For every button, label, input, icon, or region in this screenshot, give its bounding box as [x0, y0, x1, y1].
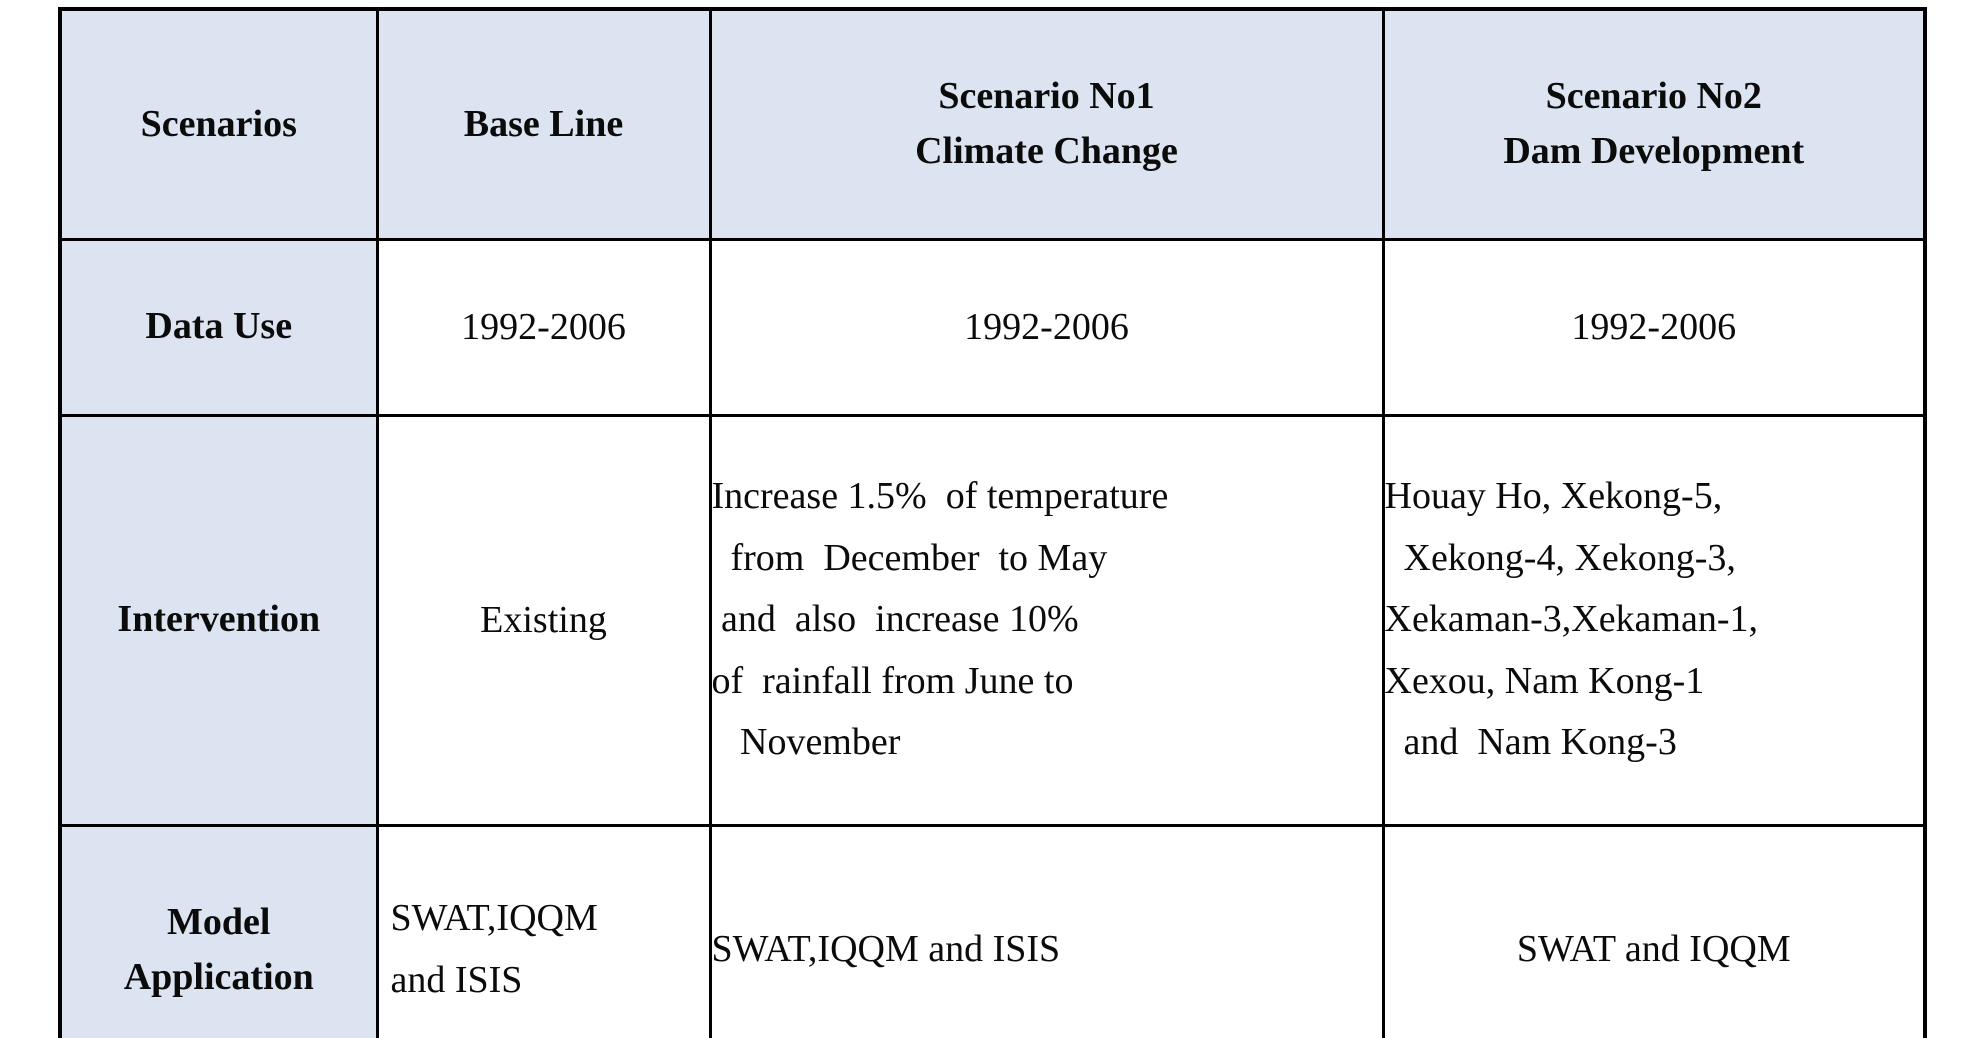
header-cell-base-line: Base Line	[375, 7, 712, 241]
table-row-model-application: Model Application SWAT,IQQM and ISIS SWA…	[58, 823, 1927, 1038]
row-label-intervention: Intervention	[58, 413, 379, 827]
cell-intervention-scenario-no1: Increase 1.5% of temperature from Decemb…	[708, 413, 1385, 827]
cell-model-application-base-line: SWAT,IQQM and ISIS	[375, 823, 712, 1038]
header-cell-scenario-no1: Scenario No1 Climate Change	[708, 7, 1385, 241]
cell-intervention-scenario-no2: Houay Ho, Xekong-5, Xekong-4, Xekong-3, …	[1381, 413, 1927, 827]
table-row-data-use: Data Use 1992-2006 1992-2006 1992-2006	[58, 237, 1927, 417]
cell-model-application-scenario-no1: SWAT,IQQM and ISIS	[708, 823, 1385, 1038]
cell-data-use-scenario-no2: 1992-2006	[1381, 237, 1927, 417]
cell-model-application-scenario-no2: SWAT and IQQM	[1381, 823, 1927, 1038]
table-row-intervention: Intervention Existing Increase 1.5% of t…	[58, 413, 1927, 827]
row-label-model-application: Model Application	[58, 823, 379, 1038]
scenarios-table: Scenarios Base Line Scenario No1 Climate…	[58, 7, 1927, 1038]
cell-intervention-base-line: Existing	[375, 413, 712, 827]
row-label-data-use: Data Use	[58, 237, 379, 417]
cell-data-use-base-line: 1992-2006	[375, 237, 712, 417]
cell-data-use-scenario-no1: 1992-2006	[708, 237, 1385, 417]
header-cell-scenario-no2: Scenario No2 Dam Development	[1381, 7, 1927, 241]
header-cell-scenarios: Scenarios	[58, 7, 379, 241]
table-header-row: Scenarios Base Line Scenario No1 Climate…	[58, 7, 1927, 241]
